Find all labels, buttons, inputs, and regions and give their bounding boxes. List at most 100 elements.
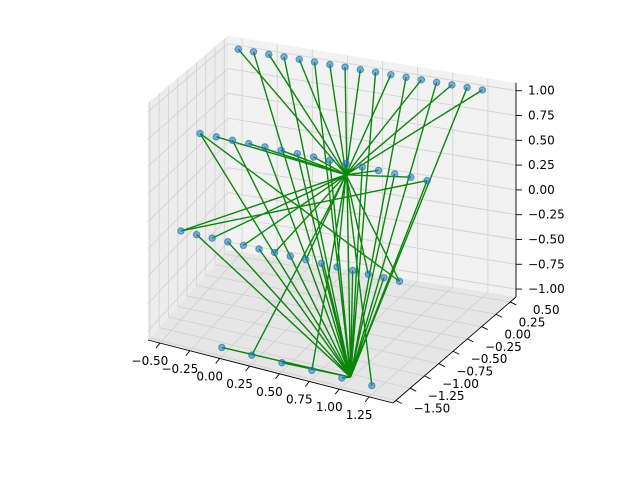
data-point: [270, 248, 279, 257]
data-point: [249, 48, 258, 56]
z-tick-label: −0.50: [528, 232, 565, 246]
data-point: [196, 129, 204, 138]
y-axis-line: [392, 296, 517, 404]
y-tick-label: −0.50: [471, 352, 508, 366]
x-tick: [215, 358, 221, 364]
y-tick-label: −1.00: [442, 377, 479, 391]
x-tick-label: 0.25: [226, 377, 253, 391]
z-tick-label: −0.75: [528, 257, 565, 271]
grid-line: [159, 252, 243, 344]
grid-line: [219, 263, 313, 359]
data-point: [338, 374, 346, 382]
z-tick-label: 1.00: [528, 84, 555, 98]
grid-line: [147, 167, 229, 250]
data-point: [371, 68, 380, 76]
data-point: [395, 277, 404, 285]
grid-line: [368, 292, 489, 398]
y-tick-label: −0.75: [456, 365, 493, 379]
x-tick-label: 1.00: [316, 400, 343, 414]
y-tick: [510, 301, 517, 306]
z-tick-label: 0.25: [528, 158, 555, 172]
data-point: [387, 70, 395, 79]
x-tick: [275, 373, 280, 380]
z-tick-label: 0.75: [528, 109, 555, 123]
data-point: [295, 55, 303, 64]
grid-line: [159, 327, 411, 389]
data-point: [310, 58, 319, 66]
x-tick-label: −0.50: [132, 354, 169, 368]
data-point: [278, 359, 286, 367]
data-point: [341, 63, 349, 71]
y-tick-label: 0.25: [519, 315, 546, 329]
z-tick-label: −1.00: [528, 282, 565, 296]
grid-line: [147, 241, 229, 332]
grid-line: [147, 43, 229, 112]
tick-marks: [155, 90, 522, 404]
data-point: [380, 273, 388, 282]
data-point: [333, 263, 341, 271]
y-tick: [495, 313, 503, 318]
data-point: [309, 153, 318, 161]
grid-line: [227, 142, 517, 191]
data-point: [358, 163, 366, 171]
data-point: [177, 227, 185, 235]
data-point: [417, 76, 426, 84]
data-point: [286, 252, 294, 260]
grid-line: [168, 316, 425, 377]
x-tick: [304, 381, 310, 387]
series-lines: [180, 48, 483, 386]
y-tick: [424, 375, 431, 380]
x-axis-line: [147, 339, 394, 404]
data-point: [463, 83, 471, 92]
grid-line: [227, 68, 517, 116]
grid-line: [177, 306, 439, 364]
data-point: [390, 170, 399, 178]
y-tick-label: 0.00: [504, 328, 531, 342]
grid-line: [147, 192, 229, 277]
data-point: [326, 60, 334, 69]
data-point: [448, 81, 456, 89]
x-tick-label: −0.25: [161, 362, 198, 376]
data-point: [348, 266, 357, 275]
data-point: [280, 53, 288, 61]
data-point: [478, 86, 487, 94]
data-point: [432, 78, 441, 87]
x-tick: [155, 342, 161, 349]
z-tick-label: 0.00: [528, 183, 555, 197]
x-tick-label: 0.50: [256, 385, 283, 399]
grid-line: [147, 68, 229, 140]
data-point: [224, 238, 232, 246]
series-line-path: [180, 48, 483, 386]
data-point: [234, 45, 242, 53]
grid-line: [227, 43, 517, 92]
data-point: [342, 160, 350, 168]
grid-line: [189, 257, 278, 352]
y-tick: [395, 400, 403, 404]
data-point: [368, 381, 376, 390]
z-tick-label: 0.50: [528, 133, 555, 147]
x-tick: [185, 350, 191, 357]
x-tick: [245, 365, 250, 372]
grid-line: [149, 337, 396, 401]
data-point: [208, 234, 216, 242]
grid-line: [227, 216, 517, 265]
data-point: [245, 139, 253, 148]
data-point: [308, 366, 316, 375]
y-tick: [481, 326, 488, 330]
data-point: [212, 133, 220, 141]
y-tick: [452, 350, 460, 355]
z-tick-label: −0.25: [528, 208, 565, 222]
data-point: [239, 241, 248, 250]
y-tick: [467, 338, 474, 343]
y-tick-label: −1.25: [428, 389, 465, 403]
x-tick-label: 1.25: [346, 408, 373, 422]
data-point: [356, 65, 365, 74]
tick-labels: −0.50−0.250.000.250.500.751.001.25 −1.50−…: [132, 84, 565, 422]
data-point: [402, 73, 410, 81]
grid-line: [147, 117, 229, 195]
grid-line: [227, 192, 517, 240]
x-tick: [334, 388, 340, 395]
data-point: [218, 343, 226, 352]
